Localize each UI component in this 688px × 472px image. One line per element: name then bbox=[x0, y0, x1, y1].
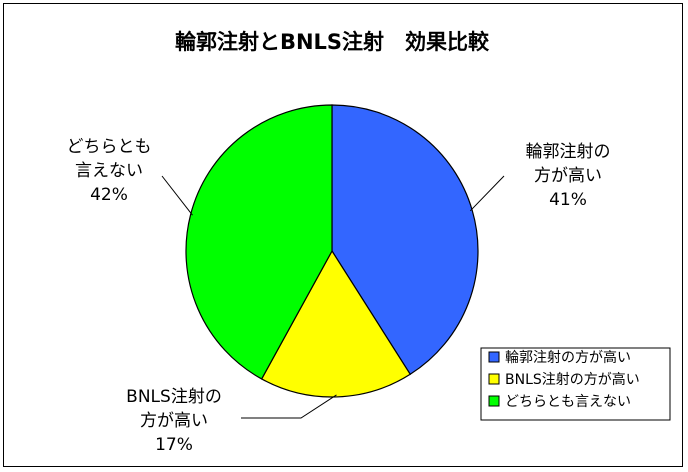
leader-line-3 bbox=[161, 175, 193, 216]
legend-swatch-3 bbox=[488, 395, 500, 407]
pie-slice-2 bbox=[260, 249, 412, 398]
data-label-1-line-2: 方が高い bbox=[534, 166, 602, 186]
legend-label-3: どちらとも言えない bbox=[505, 394, 631, 410]
data-label-1-line-1: 輪郭注射の bbox=[526, 142, 611, 162]
pie-slices bbox=[185, 104, 479, 398]
data-label-1-percent: 41% bbox=[549, 190, 587, 210]
leader-lines bbox=[161, 175, 505, 419]
pie-chart: 輪郭注射とBNLS注射 効果比較 輪郭注射の方が高い41%BNLS注射の方が高い… bbox=[67, 30, 671, 455]
legend-swatch-1 bbox=[488, 351, 500, 363]
legend-box bbox=[480, 347, 671, 421]
chart-title: 輪郭注射とBNLS注射 効果比較 bbox=[175, 30, 490, 54]
data-label-2-line-2: 方が高い bbox=[140, 411, 208, 431]
legend-swatch-2 bbox=[488, 373, 500, 385]
data-label-3-percent: 42% bbox=[90, 185, 128, 205]
data-label-2-line-1: BNLS注射の bbox=[126, 387, 222, 407]
pie-slice-1 bbox=[331, 104, 479, 376]
data-label-3-line-2: 言えない bbox=[75, 161, 143, 181]
pie-slice-3 bbox=[185, 104, 333, 380]
legend-label-1: 輪郭注射の方が高い bbox=[505, 349, 631, 366]
legend-label-2: BNLS注射の方が高い bbox=[505, 371, 640, 388]
leader-line-1 bbox=[469, 175, 505, 212]
leader-line-2 bbox=[241, 394, 337, 419]
chart-frame: 輪郭注射とBNLS注射 効果比較 輪郭注射の 方が高い 41% BNLS注射の 方が高い… bbox=[3, 3, 683, 467]
data-label-3-line-1: どちらとも bbox=[67, 137, 152, 157]
data-label-2-percent: 17% bbox=[155, 435, 193, 455]
